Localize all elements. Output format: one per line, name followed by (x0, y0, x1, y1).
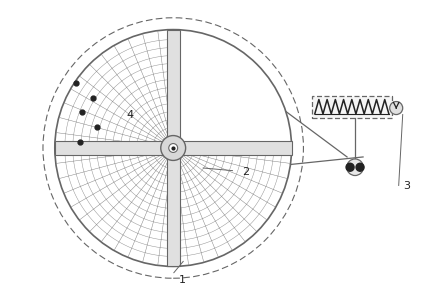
Circle shape (169, 144, 178, 152)
Text: 4: 4 (126, 110, 133, 120)
Circle shape (356, 163, 364, 171)
Bar (167, 30, 180, 266)
Text: 3: 3 (403, 181, 410, 192)
Circle shape (390, 102, 403, 115)
Circle shape (346, 163, 354, 171)
Bar (312, 96, 392, 118)
Text: 2: 2 (242, 167, 249, 177)
Text: 1: 1 (178, 275, 185, 285)
Bar (55, 141, 291, 155)
Circle shape (161, 136, 186, 160)
Circle shape (347, 159, 363, 176)
